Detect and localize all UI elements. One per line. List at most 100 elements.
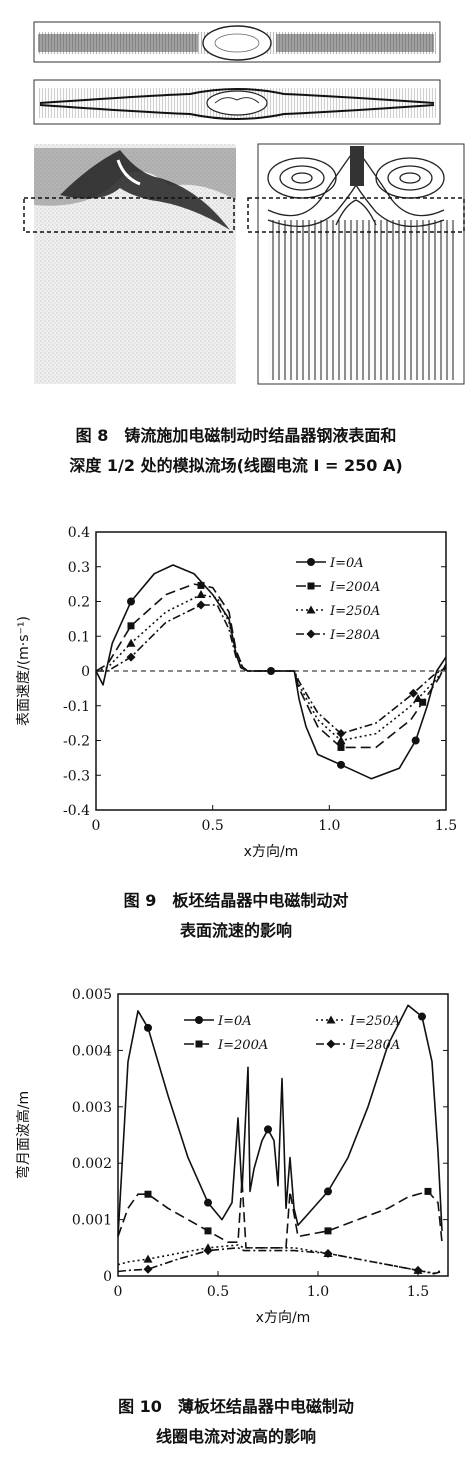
x-tick-label: 0.5 bbox=[202, 818, 224, 834]
series-marker bbox=[196, 600, 206, 610]
x-axis-label: x方向/m bbox=[256, 1310, 311, 1326]
legend-label: I=280A bbox=[349, 1038, 400, 1053]
series-marker bbox=[264, 1125, 272, 1134]
x-axis-label: x方向/m bbox=[244, 844, 299, 860]
fig8-flow-field-figure bbox=[23, 21, 465, 385]
y-axis-label: 弯月面波高/m bbox=[15, 1091, 32, 1179]
plot-frame bbox=[117, 993, 449, 1277]
series-line bbox=[96, 604, 447, 735]
legend-marker bbox=[195, 1016, 203, 1024]
series-marker bbox=[204, 1198, 212, 1207]
fig9-caption-line1: 图 9 板坯结晶器中电磁制动对 bbox=[123, 891, 349, 910]
x-tick-label: 1.5 bbox=[407, 1284, 429, 1300]
legend-marker bbox=[307, 582, 315, 590]
streamline-field-right bbox=[247, 143, 465, 385]
y-tick-label: -0.1 bbox=[63, 699, 90, 715]
legend-marker bbox=[195, 1040, 203, 1048]
series-marker bbox=[413, 1265, 423, 1275]
y-tick-label: -0.4 bbox=[63, 803, 90, 819]
series-marker bbox=[143, 1254, 153, 1263]
x-tick-label: 1.0 bbox=[318, 818, 340, 834]
x-tick-label: 1.5 bbox=[435, 818, 457, 834]
series-I=280A bbox=[96, 600, 447, 739]
y-tick-label: 0.005 bbox=[72, 987, 112, 1003]
series-marker bbox=[203, 1246, 213, 1256]
series-marker bbox=[204, 1227, 212, 1235]
fig10-caption: 图 10 薄板坯结晶器中电磁制动 线圈电流对波高的影响 bbox=[0, 1396, 472, 1448]
legend: I=0A I=200A I=250A I=280A bbox=[296, 556, 380, 643]
series-marker bbox=[411, 736, 420, 745]
y-tick-label: 0.4 bbox=[68, 525, 90, 541]
series-marker bbox=[337, 743, 345, 751]
legend-marker bbox=[326, 1015, 336, 1024]
fig8-caption: 图 8 铸流施加电磁制动时结晶器钢液表面和 深度 1/2 处的模拟流场(线圈电流… bbox=[0, 425, 472, 477]
legend-marker bbox=[307, 558, 315, 566]
y-tick-label: 0.1 bbox=[68, 629, 90, 645]
series-I=200A bbox=[95, 581, 447, 751]
series-I=0A bbox=[95, 564, 447, 780]
y-tick-label: 0.002 bbox=[72, 1156, 112, 1172]
y-tick-label: 0 bbox=[103, 1269, 112, 1285]
legend-marker bbox=[306, 629, 316, 639]
y-tick-label: -0.2 bbox=[63, 734, 90, 750]
y-tick-label: 0.3 bbox=[68, 560, 90, 576]
legend: I=0A I=200A I=250A I=280A bbox=[184, 1014, 400, 1053]
series-line bbox=[95, 583, 447, 749]
fig10-caption-line2: 线圈电流对波高的影响 bbox=[155, 1427, 316, 1446]
legend-label: I=200A bbox=[217, 1038, 268, 1053]
fig10-caption-line1: 图 10 薄板坯结晶器中电磁制动 bbox=[118, 1397, 354, 1416]
legend-label: I=200A bbox=[329, 580, 380, 595]
y-tick-label: 0.004 bbox=[72, 1043, 112, 1059]
x-tick-label: 0.5 bbox=[207, 1284, 229, 1300]
legend-label: I=0A bbox=[217, 1014, 252, 1029]
y-tick-label: 0.003 bbox=[72, 1100, 112, 1116]
fig9-caption: 图 9 板坯结晶器中电磁制动对 表面流速的影响 bbox=[0, 890, 472, 942]
series-marker bbox=[323, 1248, 333, 1258]
legend-label: I=280A bbox=[329, 628, 380, 643]
series-marker bbox=[126, 638, 136, 647]
y-tick-label: 0.001 bbox=[72, 1213, 112, 1229]
fig9-caption-line2: 表面流速的影响 bbox=[179, 921, 292, 940]
half-depth-velocity-strip bbox=[33, 79, 441, 125]
y-tick-label: -0.3 bbox=[63, 768, 90, 784]
series-marker bbox=[127, 622, 135, 630]
fig9-surface-velocity-chart: 0.40.30.20.10-0.1-0.2-0.3-0.40 0.5 1.0 1.5x… bbox=[16, 525, 457, 860]
series-marker bbox=[418, 1012, 426, 1021]
legend-marker bbox=[306, 605, 316, 614]
x-tick-label: 0 bbox=[114, 1284, 123, 1300]
fig8-caption-line2: 深度 1/2 处的模拟流场(线圈电流 I = 250 A) bbox=[69, 456, 403, 475]
series-line bbox=[117, 1246, 443, 1275]
series-line bbox=[117, 1004, 443, 1237]
series-I=200A bbox=[117, 1179, 443, 1249]
fig10-wave-height-chart: 0.005 0.004 0.003 0.002 0.001 00 0.5 1.0 1.5 x方向/… bbox=[15, 987, 449, 1326]
series-marker bbox=[196, 590, 206, 599]
x-tick-label: 0 bbox=[92, 818, 101, 834]
series-marker bbox=[126, 652, 136, 662]
series-I=0A bbox=[117, 1004, 443, 1237]
series-marker bbox=[324, 1187, 332, 1196]
y-tick-label: 0.2 bbox=[68, 595, 90, 611]
y-tick-label: 0 bbox=[81, 664, 90, 680]
series-marker bbox=[197, 581, 205, 589]
surface-velocity-strip bbox=[33, 21, 441, 63]
legend-label: I=250A bbox=[329, 604, 380, 619]
series-marker bbox=[324, 1227, 332, 1235]
series-marker bbox=[143, 1264, 153, 1274]
series-marker bbox=[408, 688, 418, 698]
series-I=280A bbox=[117, 1246, 443, 1275]
series-marker bbox=[337, 760, 345, 769]
series-marker bbox=[127, 597, 135, 606]
legend-label: I=250A bbox=[349, 1014, 400, 1029]
series-marker bbox=[144, 1190, 152, 1198]
fig8-caption-line1: 图 8 铸流施加电磁制动时结晶器钢液表面和 bbox=[75, 426, 397, 445]
y-axis-label: 表面速度/(m·s⁻¹) bbox=[16, 616, 32, 726]
series-marker bbox=[413, 693, 423, 702]
legend-label: I=0A bbox=[329, 556, 364, 571]
series-marker bbox=[336, 736, 346, 744]
series-marker bbox=[424, 1187, 432, 1195]
legend-marker bbox=[326, 1039, 336, 1049]
series-marker bbox=[419, 698, 427, 706]
series-line bbox=[117, 1179, 443, 1249]
velocity-vector-field-left bbox=[23, 144, 236, 384]
series-line bbox=[117, 1244, 443, 1275]
